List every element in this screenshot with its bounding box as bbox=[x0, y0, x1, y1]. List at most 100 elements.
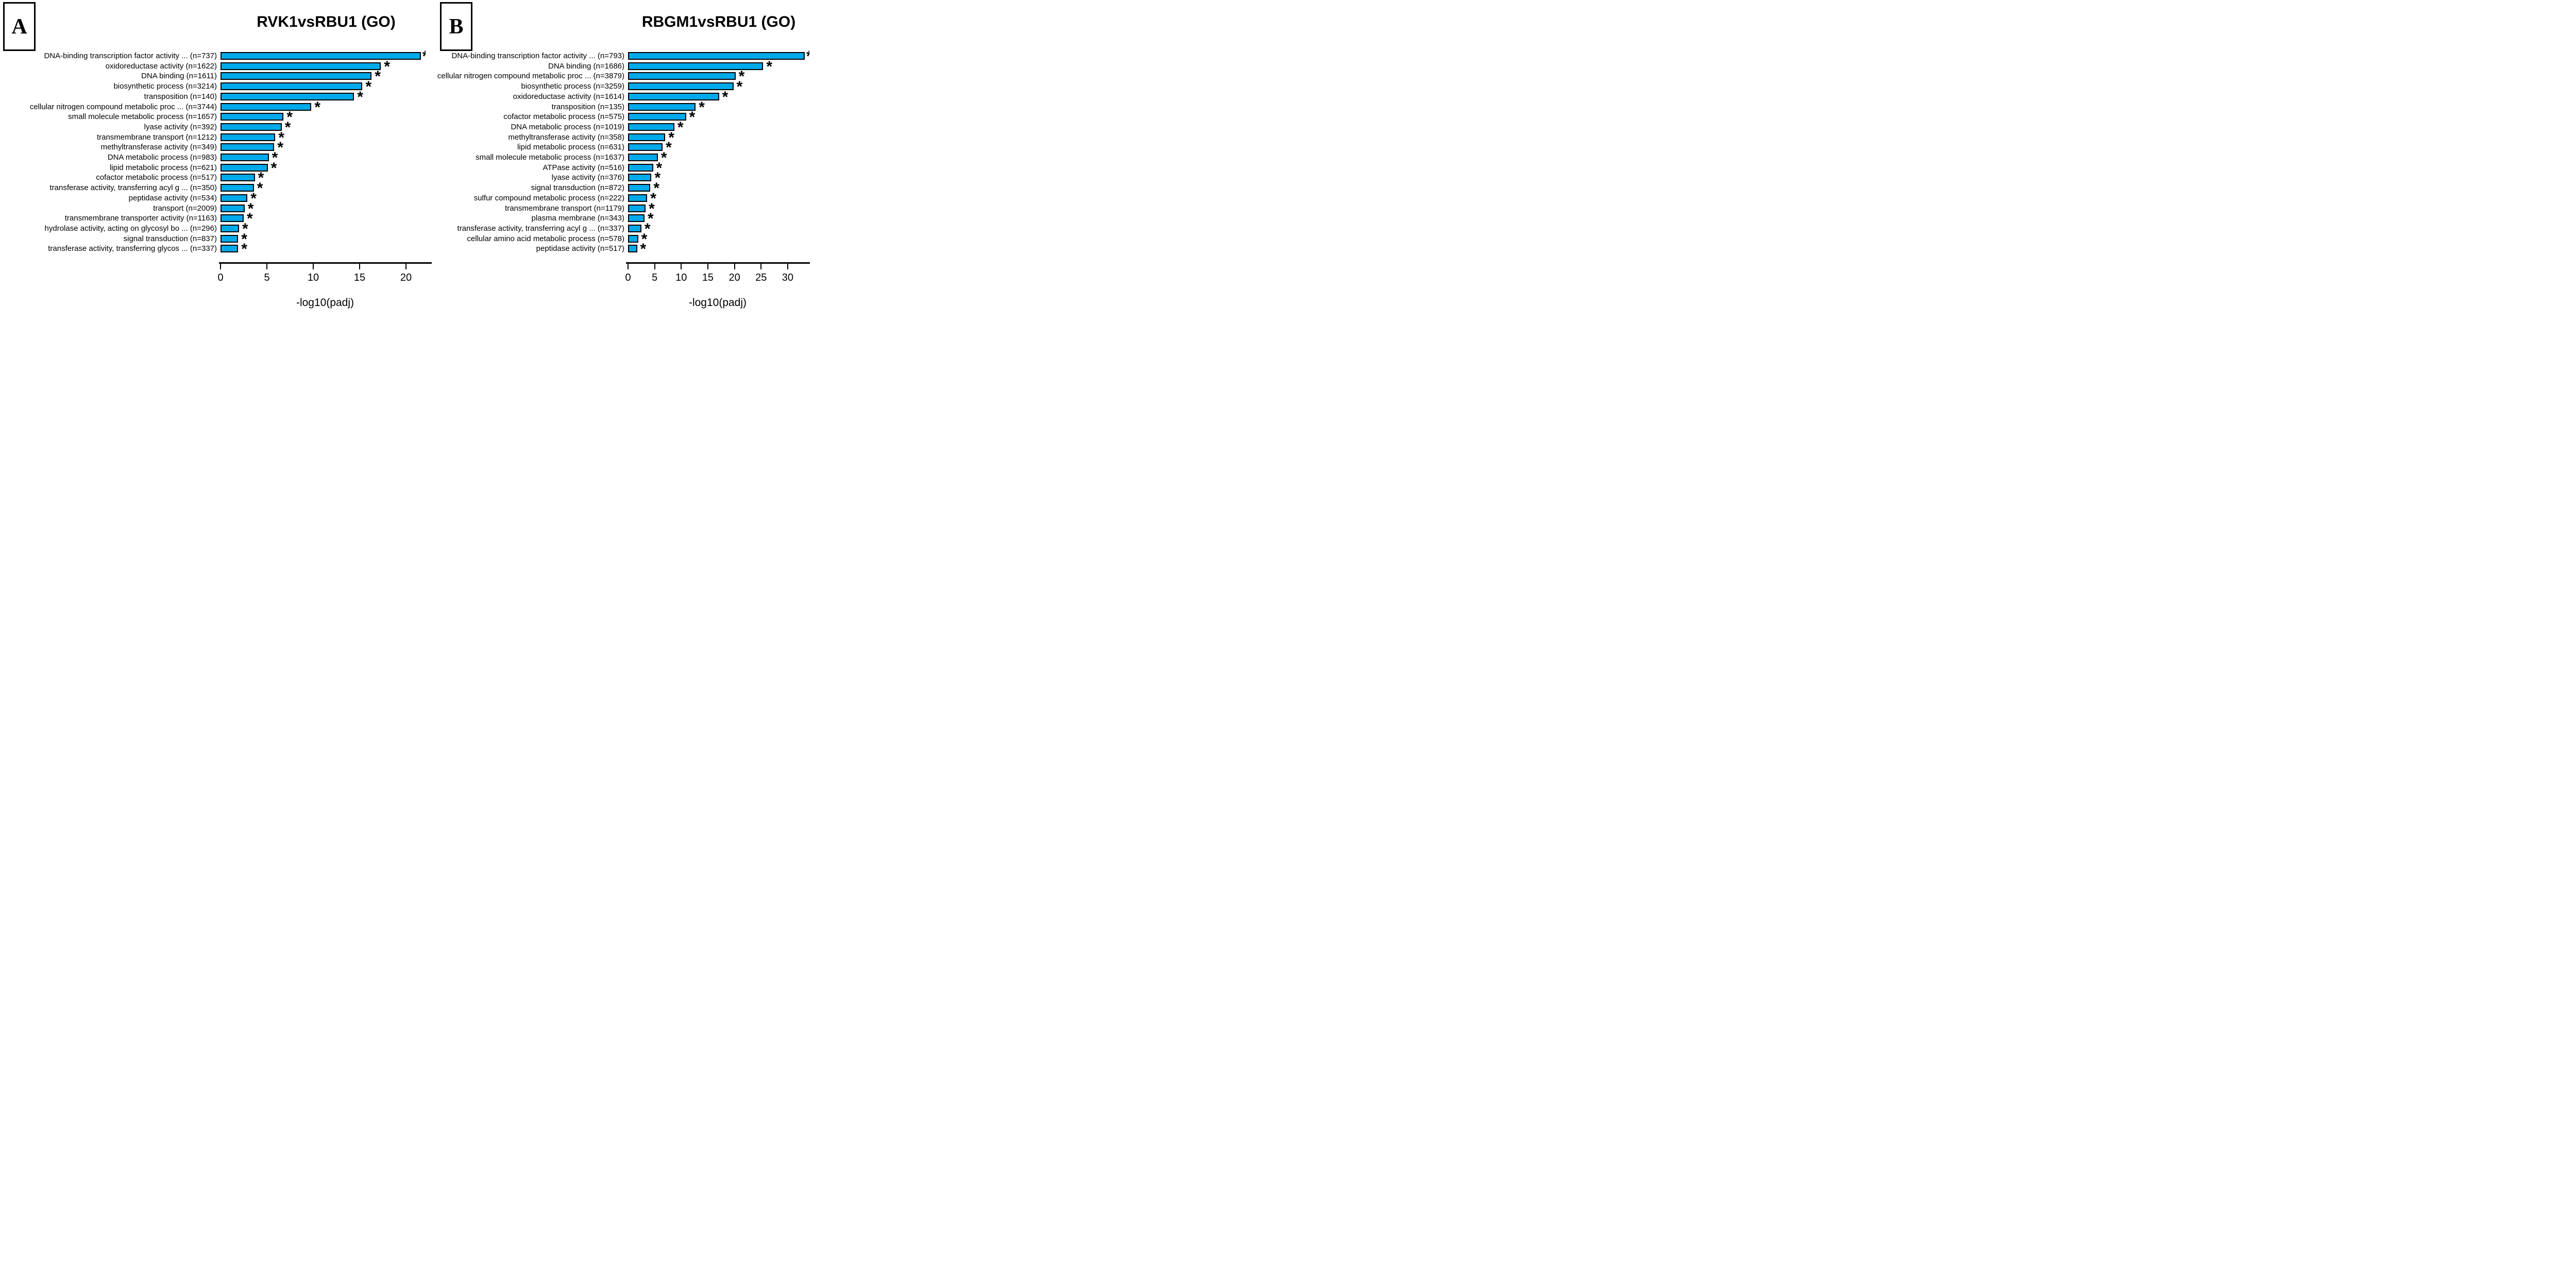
bar-row: * bbox=[628, 171, 810, 186]
significance-star: * bbox=[241, 241, 247, 258]
bar-row: * bbox=[628, 110, 810, 125]
significance-star: * bbox=[241, 230, 247, 248]
category-label: DNA metabolic process (n=983) bbox=[107, 153, 217, 162]
bar bbox=[221, 52, 421, 60]
bar bbox=[628, 154, 658, 161]
bar bbox=[628, 82, 734, 91]
bar bbox=[221, 163, 268, 172]
x-axis-title-a: -log10(padj) bbox=[296, 297, 354, 309]
x-axis-tick-label: 25 bbox=[755, 272, 767, 283]
category-label: DNA-binding transcription factor activit… bbox=[44, 52, 217, 60]
x-axis-tick bbox=[359, 264, 360, 269]
bar-row: * bbox=[221, 79, 432, 95]
panel-letter-a: A bbox=[11, 14, 27, 39]
significance-star: * bbox=[766, 58, 773, 75]
x-axis-tick bbox=[654, 264, 655, 269]
bar-row: * bbox=[221, 210, 432, 228]
category-label: lipid metabolic process (n=631) bbox=[517, 143, 624, 152]
category-label: hydrolase activity, acting on glycosyl b… bbox=[44, 224, 217, 233]
significance-star: * bbox=[649, 200, 655, 217]
bar-row: * bbox=[221, 49, 432, 61]
bar bbox=[628, 214, 645, 223]
bar-row: * bbox=[221, 241, 432, 258]
bar-row: * bbox=[628, 190, 810, 207]
x-axis-tick bbox=[681, 264, 682, 269]
category-label: signal transduction (n=872) bbox=[531, 183, 624, 193]
bar bbox=[221, 133, 276, 141]
category-label: lyase activity (n=376) bbox=[551, 173, 624, 182]
x-axis-tick bbox=[405, 264, 406, 269]
bar-row: * bbox=[628, 98, 810, 116]
bar-row: * bbox=[628, 49, 810, 61]
bar bbox=[221, 174, 255, 182]
significance-star: * bbox=[666, 139, 672, 157]
x-axis-tick-label: 5 bbox=[264, 272, 270, 283]
bar bbox=[628, 245, 637, 253]
bar-row: * bbox=[221, 109, 432, 126]
bar bbox=[221, 245, 239, 253]
category-label: small molecule metabolic process (n=1637… bbox=[476, 153, 624, 162]
category-label: methyltransferase activity (n=349) bbox=[100, 143, 217, 152]
bar-row: * bbox=[628, 149, 810, 166]
x-axis-tick-label: 15 bbox=[702, 272, 714, 283]
bar-row: * bbox=[221, 181, 432, 196]
significance-star: * bbox=[648, 210, 654, 228]
category-label: lyase activity (n=392) bbox=[144, 122, 217, 131]
bar-row: * bbox=[221, 69, 432, 84]
bar bbox=[628, 174, 652, 182]
bar bbox=[628, 133, 666, 141]
significance-star: * bbox=[272, 149, 278, 166]
panel-letter-b: B bbox=[449, 14, 464, 39]
significance-star: * bbox=[656, 159, 663, 177]
category-label: signal transduction (n=837) bbox=[123, 234, 217, 243]
bar bbox=[221, 62, 381, 70]
panel-label-box-b: B bbox=[440, 2, 472, 51]
bar bbox=[221, 204, 245, 212]
category-label: transposition (n=140) bbox=[144, 92, 217, 101]
category-label: small molecule metabolic process (n=1657… bbox=[68, 112, 217, 122]
significance-star: * bbox=[242, 220, 248, 237]
significance-star: * bbox=[286, 109, 293, 126]
bar-row: * bbox=[628, 181, 810, 196]
bar-row: * bbox=[628, 221, 810, 236]
category-label: transmembrane transporter activity (n=11… bbox=[64, 214, 217, 223]
significance-star: * bbox=[650, 190, 656, 207]
bar bbox=[628, 52, 805, 60]
bar-row: * bbox=[221, 130, 432, 145]
x-axis-tick-label: 20 bbox=[728, 272, 740, 283]
category-label: plasma membrane (n=343) bbox=[531, 214, 624, 223]
panel-label-box-a: A bbox=[3, 2, 36, 51]
significance-star: * bbox=[699, 98, 705, 116]
category-label: oxidoreductase activity (n=1622) bbox=[105, 61, 217, 71]
bar bbox=[221, 103, 312, 111]
x-axis-tick bbox=[760, 264, 762, 269]
significance-star: * bbox=[640, 241, 647, 258]
bar-row: * bbox=[628, 139, 810, 157]
chart-title-a: RVK1vsRBU1 (GO) bbox=[257, 13, 396, 30]
significance-star: * bbox=[247, 200, 254, 217]
bar bbox=[221, 92, 354, 100]
category-label: cellular amino acid metabolic process (n… bbox=[467, 234, 624, 243]
significance-star: * bbox=[384, 58, 391, 75]
significance-star: * bbox=[660, 149, 667, 166]
significance-star: * bbox=[247, 210, 253, 228]
category-label: methyltransferase activity (n=358) bbox=[508, 132, 624, 142]
bar bbox=[221, 123, 282, 131]
bar bbox=[221, 72, 372, 80]
chart-title-b: RBGM1vsRBU1 (GO) bbox=[641, 13, 796, 30]
bar-row: * bbox=[628, 231, 810, 247]
category-label: peptidase activity (n=534) bbox=[128, 193, 217, 202]
category-label: cellular nitrogen compound metabolic pro… bbox=[437, 72, 624, 81]
bar-row: * bbox=[221, 89, 432, 105]
x-axis-tick bbox=[707, 264, 708, 269]
category-label: DNA binding (n=1686) bbox=[548, 61, 624, 71]
category-label: DNA-binding transcription factor activit… bbox=[451, 52, 624, 60]
x-axis-tick-label: 15 bbox=[353, 272, 366, 283]
bar-row: * bbox=[628, 120, 810, 135]
x-axis-line bbox=[219, 262, 432, 264]
category-label: cofactor metabolic process (n=575) bbox=[503, 112, 624, 122]
bar-row: * bbox=[628, 58, 810, 75]
bar bbox=[221, 214, 244, 223]
bar-row: * bbox=[628, 200, 810, 217]
bar-row: * bbox=[628, 159, 810, 177]
